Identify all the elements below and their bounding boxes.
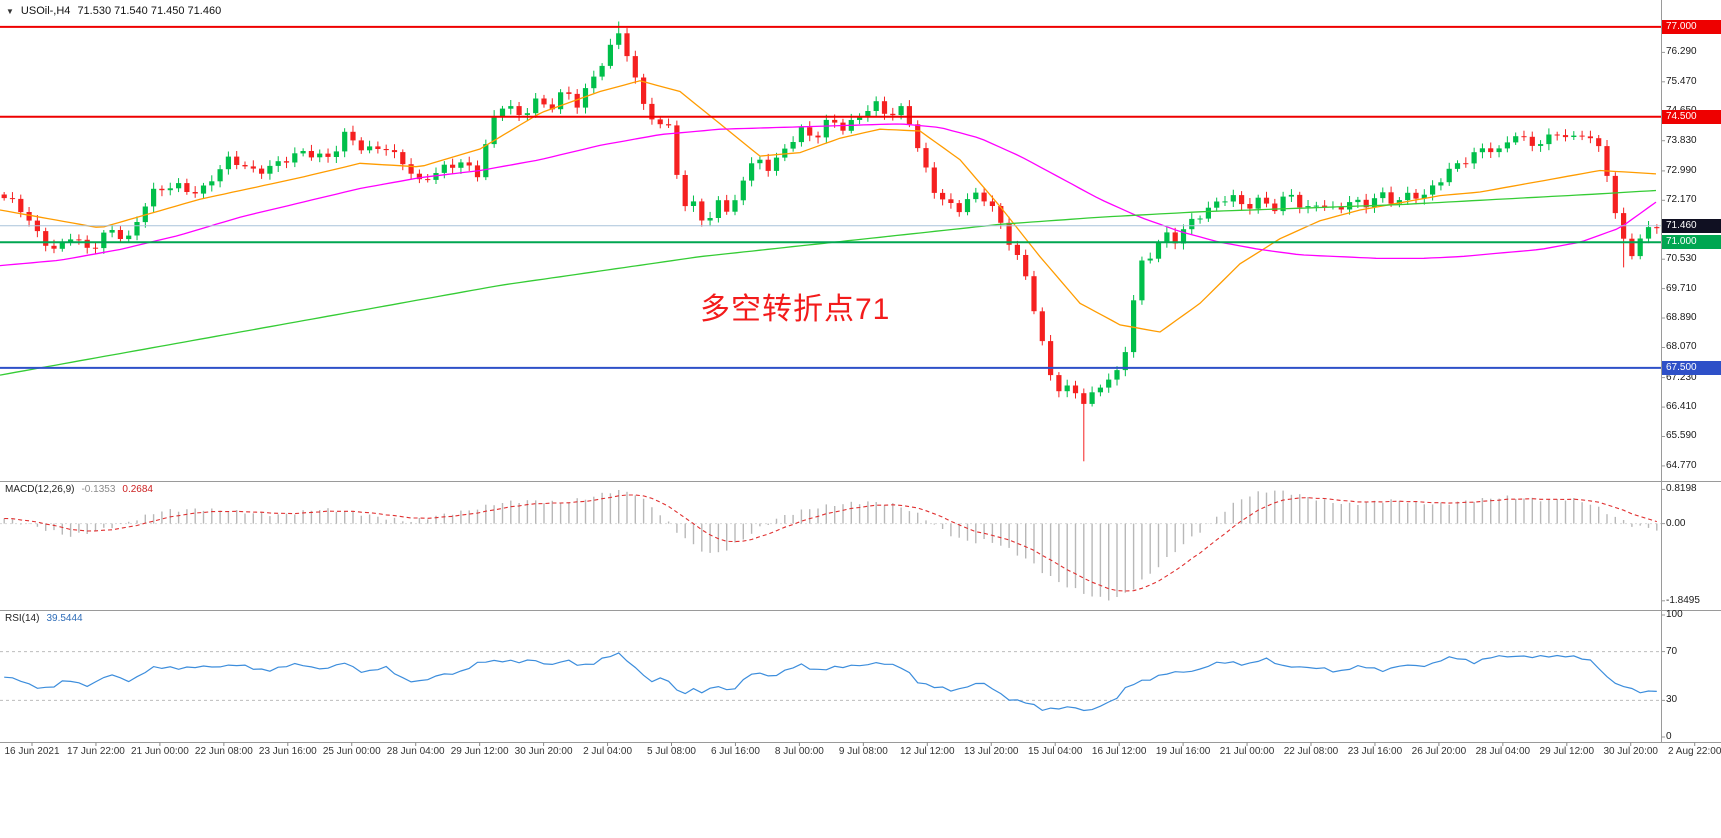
time-label: 6 Jul 16:00 [710,746,760,757]
macd-axis-tick: 0.8198 [1666,483,1697,495]
macd-signal-value: 0.2684 [122,484,153,495]
time-label: 8 Jul 00:00 [774,746,824,757]
macd-label-row: MACD(12,26,9) -0.1353 0.2684 [5,484,153,495]
time-label: 28 Jul 04:00 [1475,746,1531,757]
price-tick: 68.890 [1666,312,1697,324]
ma-slow-green [0,189,1657,376]
symbol-timeframe-label: USOil-,H4 [20,5,71,17]
time-label: 30 Jul 20:00 [1603,746,1659,757]
ma-fast-orange [0,80,1657,333]
price-badge-71.460: 71.460 [1662,218,1721,233]
price-tick: 66.410 [1666,401,1697,413]
rsi-indicator-label: RSI(14) [5,613,40,624]
time-label: 9 Jul 08:00 [838,746,888,757]
price-tick: 69.710 [1666,282,1697,294]
rsi-axis-tick: 0 [1666,731,1672,742]
ma-mid-magenta [0,123,1657,267]
time-label: 12 Jul 12:00 [900,746,955,757]
ohlc-values: 71.530 71.540 71.450 71.460 [77,5,222,17]
time-label: 28 Jun 04:00 [386,746,445,757]
price-badge-67.500: 67.500 [1662,360,1721,375]
time-axis: 16 Jun 2021 17 Jun 22:00 21 Jun 00:00 22 Ju… [0,746,1721,762]
time-label: 25 Jun 00:00 [322,746,381,757]
macd-axis-tick: 0.00 [1666,517,1686,529]
price-tick: 67.230 [1666,371,1697,383]
price-tick: 76.290 [1666,46,1697,58]
rsi-axis-tick: 100 [1666,609,1683,620]
time-label: 5 Jul 08:00 [647,746,696,757]
price-tick: 73.830 [1666,134,1697,146]
time-label: 17 Jun 22:00 [67,746,125,757]
price-tick: 72.990 [1666,164,1697,176]
rsi-label-row: RSI(14) 39.5444 [5,613,83,624]
time-label: 2 Aug 22:00 [1667,746,1721,757]
price-tick: 64.770 [1666,459,1697,471]
time-label: 22 Jun 08:00 [194,746,253,757]
price-tick: 70.530 [1666,253,1697,265]
chart-header: ▼ USOil-,H4 71.530 71.540 71.450 71.460 [6,5,221,17]
time-label: 21 Jul 00:00 [1219,746,1275,757]
time-label: 21 Jun 00:00 [130,746,189,757]
macd-histogram [3,490,1658,601]
time-label: 19 Jul 16:00 [1155,746,1211,757]
price-badge-77.000: 77.000 [1662,19,1721,34]
time-label: 2 Jul 04:00 [583,746,633,757]
price-tick: 68.070 [1666,341,1697,353]
macd-indicator-label: MACD(12,26,9) [5,484,75,495]
macd-signal-line [4,494,1657,592]
macd-axis-tick: -1.8495 [1666,594,1700,606]
chart-annotation: 多空转折点71 [700,293,891,326]
time-label: 26 Jul 20:00 [1411,746,1467,757]
time-label: 29 Jun 12:00 [450,746,509,757]
symbol-marker-icon[interactable]: ▼ [6,6,14,16]
time-label: 16 Jun 2021 [4,746,60,757]
candlestick-series [1,21,1660,462]
time-label: 23 Jul 16:00 [1347,746,1403,757]
time-label: 16 Jul 12:00 [1091,746,1147,757]
price-badge-74.500: 74.500 [1662,109,1721,124]
rsi-line [4,652,1657,712]
time-label: 30 Jun 20:00 [514,746,573,757]
time-label: 29 Jul 12:00 [1539,746,1595,757]
rsi-axis-tick: 30 [1666,694,1678,706]
macd-main-value: -0.1353 [81,484,116,495]
time-label: 22 Jul 08:00 [1283,746,1339,757]
price-tick: 65.590 [1666,430,1697,442]
time-label: 15 Jul 04:00 [1027,746,1083,757]
time-label: 23 Jun 16:00 [258,746,317,757]
rsi-axis-tick: 70 [1666,645,1678,657]
time-label: 13 Jul 20:00 [964,746,1019,757]
price-badge-71.000: 71.000 [1662,235,1721,250]
price-tick: 72.170 [1666,194,1697,206]
price-tick: 75.470 [1666,75,1697,87]
rsi-value: 39.5444 [46,613,83,624]
